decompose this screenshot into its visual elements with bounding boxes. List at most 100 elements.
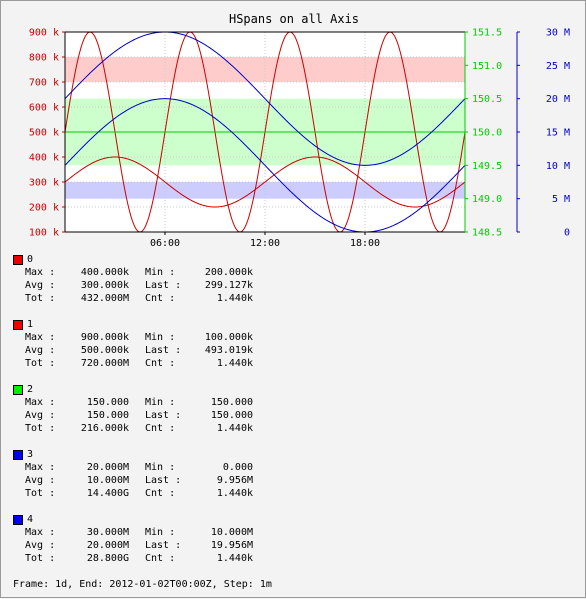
legend-series-name: 4 [27, 514, 34, 525]
chart-title: HSpans on all Axis [229, 12, 359, 26]
stat-value-tot: 216.000k [80, 423, 129, 434]
chart-footer: Frame: 1d, End: 2012-01-02T00:00Z, Step:… [13, 579, 272, 590]
stat-value-avg: 150.000 [86, 410, 129, 421]
y-right2-tick-label: 5 M [552, 194, 570, 205]
series-line-0 [64, 156, 466, 208]
series-line-3 [64, 98, 466, 233]
stat-value-tot: 14.400G [86, 488, 129, 499]
legend-swatch [13, 385, 23, 395]
y-right2-tick-label: 0 [564, 228, 570, 239]
stat-label-cnt: Cnt : [145, 553, 176, 564]
y-left-tick-label: 900 k [29, 28, 59, 39]
stat-value-cnt: 1.440k [216, 293, 253, 304]
stat-value-tot: 432.000M [80, 293, 129, 304]
legend-entry-0: 0 Max : 400.000k Min : 200.000k Avg : 300.000k… [13, 254, 313, 311]
stat-label-min: Min : [145, 462, 176, 473]
legend-series-name: 1 [27, 319, 34, 330]
stat-label-cnt: Cnt : [145, 293, 176, 304]
y-right1-tick-label: 150.0 [472, 128, 502, 139]
stat-label-min: Min : [145, 527, 176, 538]
stat-value-last: 150.000 [210, 410, 253, 421]
legend-swatch [13, 255, 23, 265]
stat-value-last: 9.956M [216, 475, 253, 486]
stat-label-avg: Avg : [25, 540, 56, 551]
legend-entry-2: 2 Max : 150.000 Min : 150.000 Avg : 150.000 Las… [13, 384, 313, 441]
stat-value-min: 0.000 [222, 462, 253, 473]
series-line-4 [64, 31, 466, 166]
stat-label-cnt: Cnt : [145, 423, 176, 434]
stat-label-cnt: Cnt : [145, 358, 176, 369]
y-right2-tick-label: 20 M [546, 94, 570, 105]
stat-value-cnt: 1.440k [216, 553, 253, 564]
stat-label-tot: Tot : [25, 553, 56, 564]
legend-swatch [13, 450, 23, 460]
x-tick-label: 06:00 [150, 238, 180, 249]
stat-value-last: 299.127k [204, 280, 253, 291]
stat-label-max: Max : [25, 332, 56, 343]
stat-value-max: 400.000k [80, 267, 129, 278]
y-right2-tick-label: 15 M [546, 128, 570, 139]
stat-label-avg: Avg : [25, 410, 56, 421]
stat-label-min: Min : [145, 267, 176, 278]
stat-value-last: 493.019k [204, 345, 253, 356]
y-right1-tick-label: 150.5 [472, 94, 502, 105]
y-right1-tick-label: 151.5 [472, 28, 502, 39]
stat-label-tot: Tot : [25, 488, 56, 499]
stat-label-max: Max : [25, 397, 56, 408]
stat-label-last: Last : [145, 280, 182, 291]
stat-value-min: 150.000 [210, 397, 253, 408]
stat-label-avg: Avg : [25, 280, 56, 291]
x-tick-label: 18:00 [350, 238, 380, 249]
legend-entry-1: 1 Max : 900.000k Min : 100.000k Avg : 500.000k… [13, 319, 313, 376]
stat-value-avg: 500.000k [80, 345, 129, 356]
stat-value-max: 900.000k [80, 332, 129, 343]
stat-value-cnt: 1.440k [216, 488, 253, 499]
legend-entry-3: 3 Max : 20.000M Min : 0.000 Avg : 10.000M Last … [13, 449, 313, 506]
stat-label-last: Last : [145, 410, 182, 421]
y-right1-tick-label: 148.5 [472, 228, 502, 239]
y-right2-tick-label: 25 M [546, 61, 570, 72]
hspan-0 [65, 57, 465, 82]
stat-value-cnt: 1.440k [216, 423, 253, 434]
y-left-tick-label: 400 k [29, 153, 59, 164]
y-right1-tick-label: 149.5 [472, 161, 502, 172]
stat-value-cnt: 1.440k [216, 358, 253, 369]
stat-label-max: Max : [25, 527, 56, 538]
stat-value-tot: 720.000M [80, 358, 129, 369]
y-left-tick-label: 600 k [29, 103, 59, 114]
y-left-tick-label: 100 k [29, 228, 59, 239]
stat-value-max: 20.000M [86, 462, 129, 473]
stat-value-min: 100.000k [204, 332, 253, 343]
y-left-tick-label: 300 k [29, 178, 59, 189]
stat-value-min: 200.000k [204, 267, 253, 278]
stat-label-avg: Avg : [25, 345, 56, 356]
y-left-tick-label: 200 k [29, 203, 59, 214]
legend-swatch [13, 320, 23, 330]
stat-value-avg: 10.000M [86, 475, 129, 486]
y-left-tick-label: 700 k [29, 78, 59, 89]
stat-value-avg: 300.000k [80, 280, 129, 291]
stat-value-avg: 20.000M [86, 540, 129, 551]
legend-series-name: 3 [27, 449, 34, 460]
stat-value-tot: 28.800G [86, 553, 129, 564]
y-right2-tick-label: 30 M [546, 28, 570, 39]
y-right2-tick-label: 10 M [546, 161, 570, 172]
legend-series-name: 2 [27, 384, 34, 395]
stat-label-last: Last : [145, 540, 182, 551]
stat-label-cnt: Cnt : [145, 488, 176, 499]
stat-label-max: Max : [25, 267, 56, 278]
legend-series-name: 0 [27, 254, 34, 265]
stat-label-last: Last : [145, 345, 182, 356]
y-left-tick-label: 500 k [29, 128, 59, 139]
stat-value-max: 150.000 [86, 397, 129, 408]
y-right1-tick-label: 151.0 [472, 61, 502, 72]
stat-label-avg: Avg : [25, 475, 56, 486]
legend-entry-4: 4 Max : 30.000M Min : 10.000M Avg : 20.000M Las… [13, 514, 313, 571]
stat-label-tot: Tot : [25, 423, 56, 434]
stat-label-max: Max : [25, 462, 56, 473]
stat-value-max: 30.000M [86, 527, 129, 538]
stat-label-min: Min : [145, 397, 176, 408]
stat-label-tot: Tot : [25, 358, 56, 369]
